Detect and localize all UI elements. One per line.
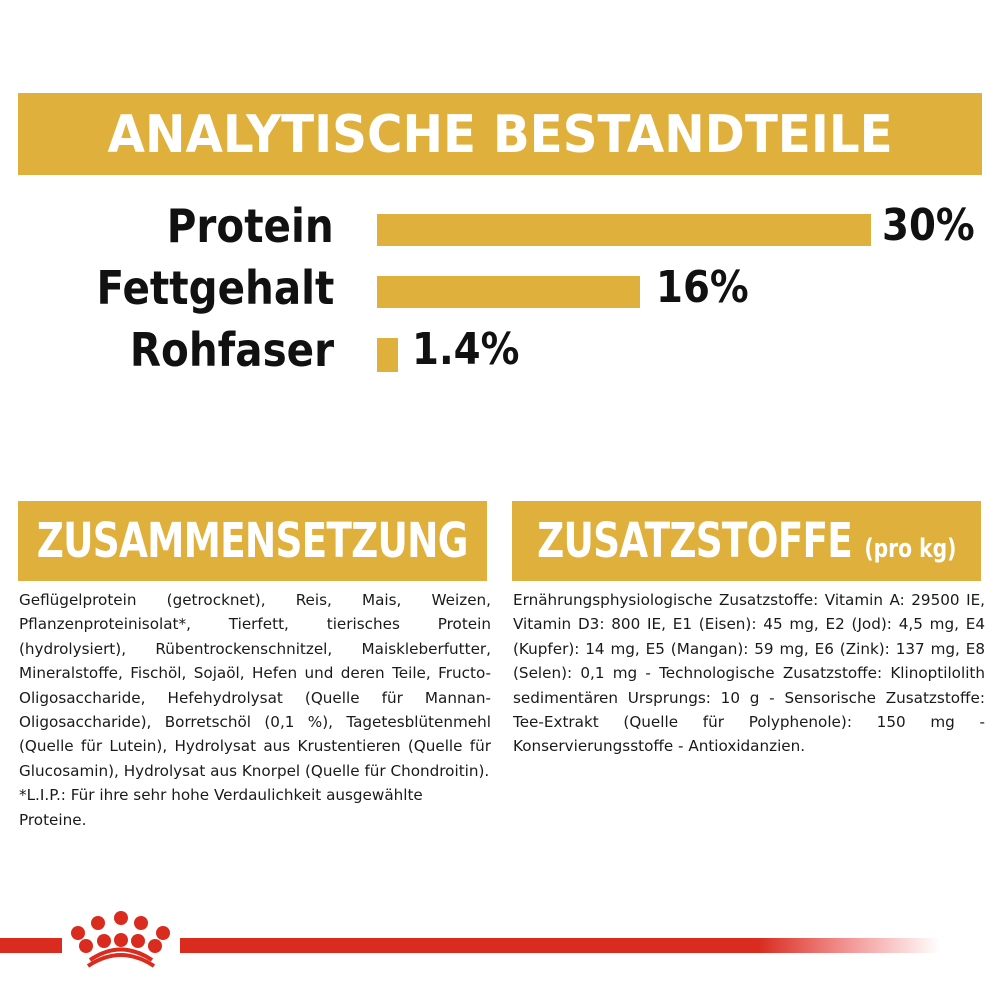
composition-body: Geflügelprotein (getrocknet), Reis, Mais… [19,588,491,832]
chart-label: Rohfaser [129,323,334,377]
composition-header: ZUSAMMENSETZUNG [18,501,487,581]
additives-title: ZUSATZSTOFFE [536,513,853,569]
chart-row-fettgehalt: Fettgehalt 16% [0,257,1000,319]
chart-value: 16% [656,262,749,313]
chart-label: Fettgehalt [96,261,334,315]
additives-title-suffix: (pro kg) [864,534,957,564]
composition-title: ZUSAMMENSETZUNG [37,513,469,569]
additives-title-wrap: ZUSATZSTOFFE (pro kg) [537,513,956,569]
chart-bar-protein [377,214,871,246]
brand-line-left [0,938,62,953]
chart-value: 30% [882,200,975,251]
analytics-bar-chart: Protein 30% Fettgehalt 16% Rohfaser 1.4% [0,195,1000,385]
chart-value: 1.4% [412,324,520,375]
additives-body: Ernährungsphysiologische Zusatzstoffe: V… [513,588,985,759]
additives-text: Ernährungsphysiologische Zusatzstoffe: V… [513,591,985,756]
chart-row-protein: Protein 30% [0,195,1000,257]
composition-text: Geflügelprotein (getrocknet), Reis, Mais… [19,591,491,780]
brand-line-right [180,938,940,953]
composition-footnote: *L.I.P.: Für ihre sehr hohe Verdaulichke… [19,786,423,829]
analytics-header: ANALYTISCHE BESTANDTEILE [18,93,982,175]
chart-bar-rohfaser [377,338,398,372]
crown-icon [71,911,170,968]
chart-label: Protein [167,199,334,253]
additives-header: ZUSATZSTOFFE (pro kg) [512,501,981,581]
analytics-title: ANALYTISCHE BESTANDTEILE [107,105,893,165]
chart-row-rohfaser: Rohfaser 1.4% [0,319,1000,381]
chart-bar-fettgehalt [377,276,640,308]
